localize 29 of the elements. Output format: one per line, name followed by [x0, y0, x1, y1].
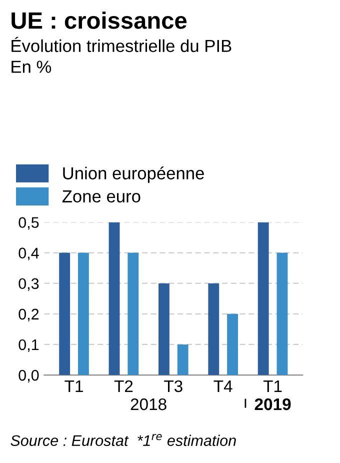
- bar: [108, 222, 120, 376]
- chart-title: UE : croissance: [12, 12, 187, 29]
- y-tick-label: 0,2: [18, 308, 39, 322]
- bar: [78, 252, 89, 376]
- bar: [227, 314, 238, 376]
- y-tick-label: 0,5: [18, 217, 39, 230]
- bar: [276, 252, 288, 376]
- legend-label: Zone euro: [62, 190, 140, 202]
- bar: [208, 283, 220, 376]
- bar: [177, 344, 188, 376]
- bar: [158, 283, 170, 376]
- y-tick-label: 0,4: [18, 248, 39, 260]
- x-tick-label: T1: [64, 380, 83, 392]
- x-tick-label: T2: [114, 380, 133, 392]
- bar: [258, 222, 269, 376]
- y-tick-label: 0,3: [18, 278, 39, 291]
- text: 2019: [254, 398, 291, 410]
- bar: [128, 252, 139, 376]
- x-tick-label: T3: [164, 380, 182, 392]
- x-tick-label: T1: [263, 380, 282, 392]
- text: 2018: [130, 398, 166, 410]
- y-tick-label: 0,0: [18, 370, 39, 383]
- bar: [59, 252, 70, 376]
- legend-label: Union européenne: [63, 166, 204, 183]
- text: En %: [12, 60, 52, 73]
- source-note: Source : Eurostat *1$^{re}$ estimation: [10, 434, 236, 446]
- x-tick-label: T4: [214, 380, 232, 392]
- y-tick-label: 0,1: [18, 339, 39, 352]
- chart-subtitle: Évolution trimestrielle du PIB: [12, 36, 232, 52]
